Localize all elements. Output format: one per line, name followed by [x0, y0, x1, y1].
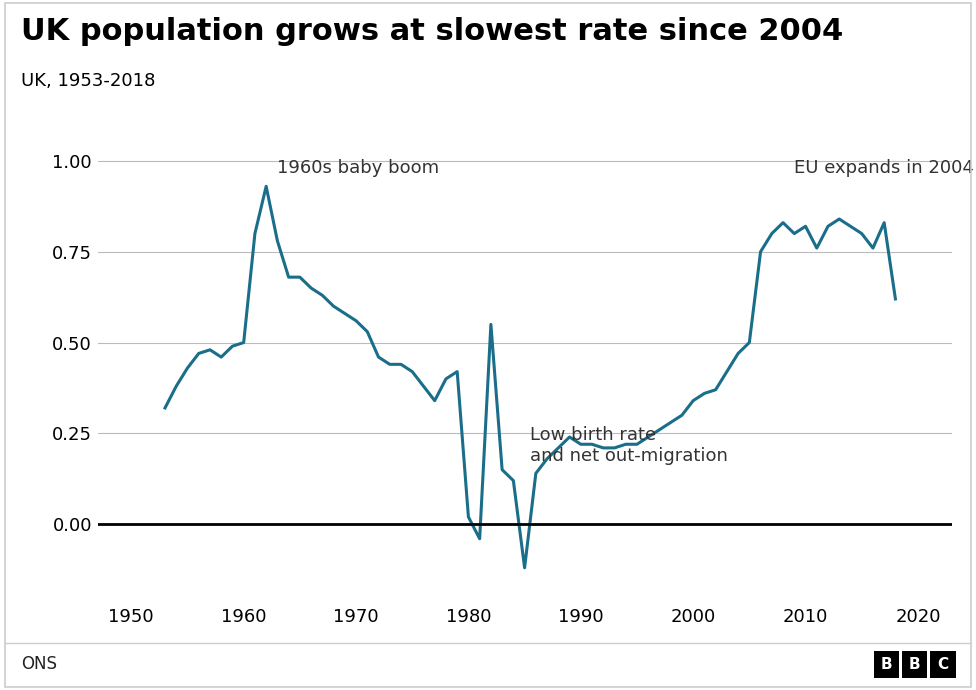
Text: B: B	[880, 657, 892, 672]
Text: Low birth rate
and net out-migration: Low birth rate and net out-migration	[530, 426, 728, 465]
Text: UK population grows at slowest rate since 2004: UK population grows at slowest rate sinc…	[21, 17, 843, 46]
Text: 1960s baby boom: 1960s baby boom	[277, 159, 439, 177]
Text: UK, 1953-2018: UK, 1953-2018	[21, 72, 156, 90]
Text: EU expands in 2004: EU expands in 2004	[794, 159, 974, 177]
Text: ONS: ONS	[21, 655, 58, 673]
Text: B: B	[909, 657, 920, 672]
Text: C: C	[937, 657, 949, 672]
